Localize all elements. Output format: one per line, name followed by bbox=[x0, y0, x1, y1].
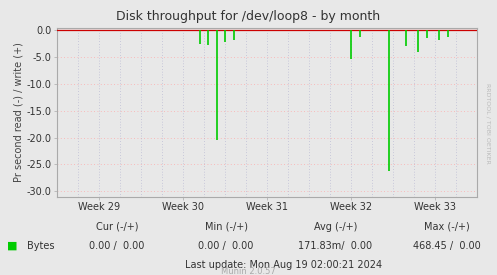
Text: 171.83m/  0.00: 171.83m/ 0.00 bbox=[298, 241, 373, 251]
Text: Last update: Mon Aug 19 02:00:21 2024: Last update: Mon Aug 19 02:00:21 2024 bbox=[185, 260, 382, 270]
Text: Bytes: Bytes bbox=[27, 241, 55, 251]
Text: 468.45 /  0.00: 468.45 / 0.00 bbox=[414, 241, 481, 251]
Text: ■: ■ bbox=[7, 241, 18, 251]
Text: Cur (-/+): Cur (-/+) bbox=[95, 222, 138, 232]
Text: Munin 2.0.57: Munin 2.0.57 bbox=[221, 267, 276, 275]
Text: 0.00 /  0.00: 0.00 / 0.00 bbox=[198, 241, 254, 251]
Text: RRDTOOL / TOBI OETIKER: RRDTOOL / TOBI OETIKER bbox=[486, 83, 491, 164]
Text: 0.00 /  0.00: 0.00 / 0.00 bbox=[89, 241, 145, 251]
Text: Disk throughput for /dev/loop8 - by month: Disk throughput for /dev/loop8 - by mont… bbox=[116, 10, 381, 23]
Text: Min (-/+): Min (-/+) bbox=[205, 222, 248, 232]
Y-axis label: Pr second read (-) / write (+): Pr second read (-) / write (+) bbox=[14, 42, 24, 182]
Text: Avg (-/+): Avg (-/+) bbox=[314, 222, 357, 232]
Text: Max (-/+): Max (-/+) bbox=[424, 222, 470, 232]
